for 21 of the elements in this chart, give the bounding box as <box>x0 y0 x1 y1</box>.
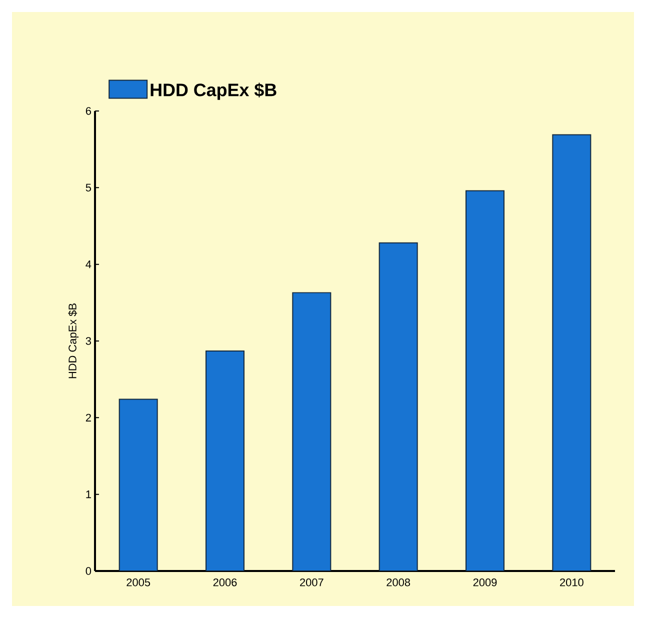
y-axis-title: HDD CapEx $B <box>68 304 79 378</box>
x-tick-label: 2005 <box>126 578 150 586</box>
y-tick-label: 4 <box>86 260 92 268</box>
x-tick-label: 2006 <box>213 578 237 586</box>
y-tick-label: 1 <box>86 490 91 498</box>
y-tick-label: 6 <box>86 107 91 115</box>
bar <box>552 134 592 571</box>
y-tick-label: 2 <box>86 414 91 422</box>
bar <box>206 350 245 571</box>
bar <box>118 398 158 571</box>
bar <box>292 292 332 571</box>
y-tick-label: 3 <box>86 337 91 345</box>
bar <box>466 190 505 571</box>
bar <box>378 242 418 571</box>
y-tick-label: 0 <box>86 567 92 575</box>
y-tick-label: 5 <box>86 184 92 192</box>
x-tick-label: 2009 <box>473 578 497 586</box>
x-tick-label: 2008 <box>386 578 410 586</box>
x-tick-label: 2007 <box>300 578 324 586</box>
x-tick-label: 2010 <box>560 578 584 586</box>
legend-label: HDD CapEx $B <box>150 82 276 100</box>
